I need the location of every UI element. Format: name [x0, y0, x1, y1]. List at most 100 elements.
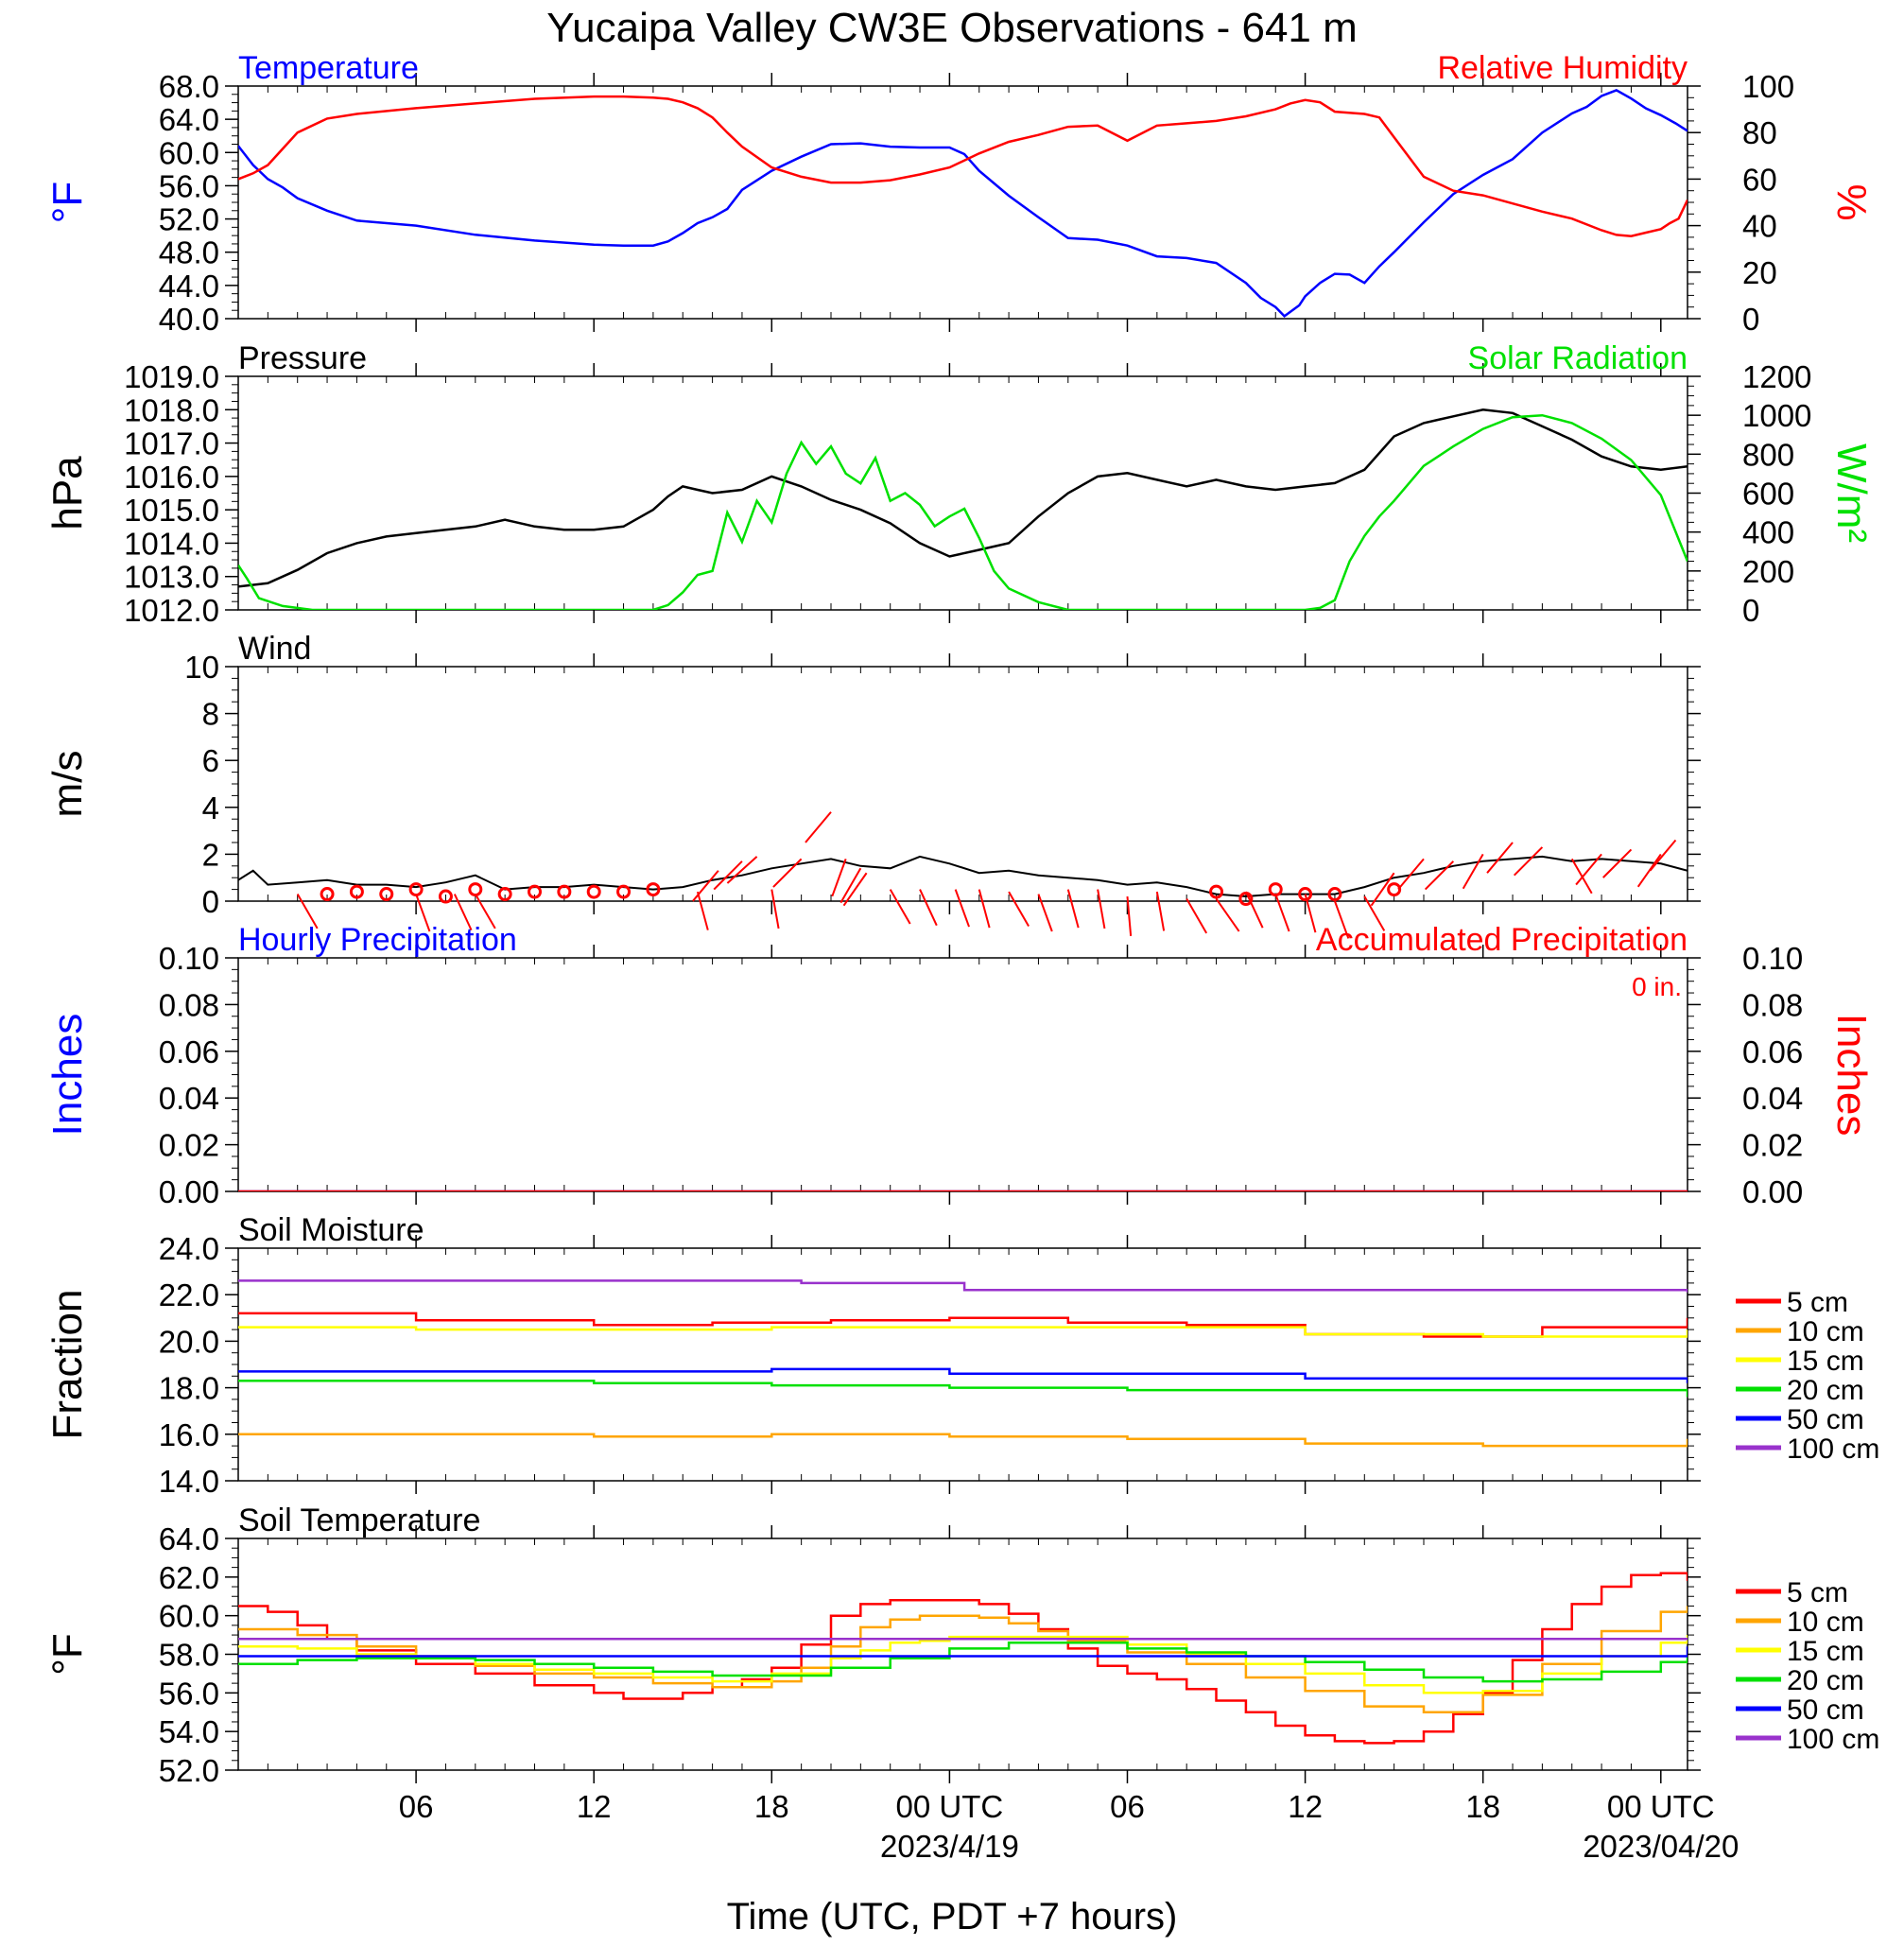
- y-axis-label-left: °F: [44, 182, 91, 223]
- y-tick-label-left: 20.0: [159, 1324, 219, 1359]
- calm-wind-marker: [497, 887, 512, 902]
- y-tick-label-left: 16.0: [159, 1417, 219, 1452]
- calm-wind-marker: [320, 887, 335, 902]
- panel-frame: [237, 666, 1688, 902]
- wind-barb: [1486, 842, 1514, 874]
- wind-barb: [1333, 900, 1350, 939]
- panel-precipitation: 0.00 0.02 0.04 0.06 0.08 0.10 0.00 0.02 0.04 0.06…: [44, 922, 1875, 1209]
- series-solar-radiation: [238, 413, 1688, 610]
- calm-wind-marker: [527, 884, 542, 899]
- wind-barb: [1513, 846, 1544, 877]
- y-tick-label-left: 18.0: [159, 1371, 219, 1406]
- y-axis-label-left: Fraction: [44, 1290, 91, 1440]
- series-relative-humidity: [238, 95, 1688, 237]
- calm-wind-marker: [1209, 884, 1224, 899]
- wind-barb: [1186, 898, 1208, 934]
- figure-title: Yucaipa Valley CW3E Observations - 641 m: [546, 5, 1358, 51]
- legend-label: 20 cm: [1787, 1375, 1864, 1406]
- calm-wind-marker: [349, 884, 364, 899]
- y-axis-label-left: hPa: [44, 456, 91, 530]
- y-tick-label-left: 44.0: [159, 269, 219, 304]
- wind-barb: [296, 894, 319, 930]
- series-20-cm: [238, 1642, 1688, 1683]
- panel-title-right: Relative Humidity: [1437, 50, 1688, 86]
- panel-soil-temperature: 52.0 54.056.058.0 60.0 62.0 64.0 Soil Tempera…: [44, 1503, 1879, 1788]
- panel-pressure-solar: 1012.01013.01014.01015.01016.01017.01018…: [44, 340, 1875, 628]
- x-axis-label: Time (UTC, PDT +7 hours): [727, 1896, 1178, 1937]
- panels: 40.044.048.052.056.060.064.068.002040608…: [44, 50, 1879, 1788]
- y-tick-label-left: 6: [202, 743, 219, 778]
- panel-frame: [237, 85, 1688, 320]
- y-tick-label-left: 24.0: [159, 1231, 219, 1266]
- series-wind-speed: [238, 855, 1688, 898]
- legend-label: 50 cm: [1787, 1694, 1864, 1726]
- y-tick-label-left: 1014.0: [124, 526, 219, 561]
- legend-label: 15 cm: [1787, 1636, 1864, 1667]
- wind-barb: [805, 811, 832, 843]
- panel-frame: [237, 375, 1688, 611]
- y-tick-label-left: 0.02: [159, 1128, 219, 1163]
- panel-title-right: Accumulated Precipitation: [1316, 922, 1688, 958]
- y-tick-label-left: 56.0: [159, 168, 219, 203]
- wind-barb: [1424, 860, 1455, 891]
- wind-barb: [978, 889, 991, 929]
- y-tick-label-right: 200: [1742, 554, 1794, 589]
- legend-label: 10 cm: [1787, 1316, 1864, 1347]
- y-tick-label-left: 10: [184, 650, 219, 685]
- y-tick-label-right: 0.06: [1742, 1034, 1803, 1069]
- wind-barb: [1602, 848, 1633, 878]
- y-tick-label-right: 0.10: [1742, 941, 1803, 976]
- wind-barb: [453, 894, 473, 931]
- y-tick-label-right: 20: [1742, 255, 1777, 290]
- series-15-cm: [238, 1635, 1688, 1694]
- wind-barb: [919, 889, 938, 927]
- panel-frame: [237, 1538, 1688, 1771]
- y-tick-label-left: 60.0: [159, 135, 219, 170]
- y-tick-label-left: 52.0: [159, 1753, 219, 1788]
- calm-wind-marker: [1327, 887, 1342, 902]
- panel-soil-moisture: 14.0 16.0 18.0 20.0 22.0 24.0 Soil Moisture Fra…: [44, 1212, 1879, 1499]
- y-tick-label-left: 1015.0: [124, 493, 219, 528]
- y-tick-label-left: 1018.0: [124, 392, 219, 427]
- y-tick-label-right: 800: [1742, 437, 1794, 472]
- wind-barb: [1274, 894, 1290, 932]
- y-tick-label-left: 68.0: [159, 69, 219, 104]
- y-tick-label-left: 62.0: [159, 1560, 219, 1595]
- y-tick-label-left: 56.0: [159, 1676, 219, 1711]
- series-10-cm: [238, 1606, 1688, 1714]
- y-axis-label-left: °F: [44, 1633, 91, 1675]
- series-5-cm: [238, 1312, 1688, 1338]
- legend-label: 100 cm: [1787, 1433, 1879, 1465]
- series-10-cm: [238, 1433, 1688, 1448]
- y-tick-label-left: 1013.0: [124, 560, 219, 595]
- y-tick-label-right: 0.00: [1742, 1174, 1803, 1209]
- wind-barb: [474, 894, 496, 930]
- wind-barb: [1066, 889, 1080, 929]
- x-tick-label: 18: [754, 1789, 789, 1824]
- x-tick-label: 06: [399, 1789, 434, 1824]
- x-date-label: 2023/04/20: [1583, 1829, 1739, 1864]
- legend-label: 20 cm: [1787, 1665, 1864, 1696]
- wind-barb: [831, 859, 847, 897]
- wind-barb: [1244, 891, 1264, 929]
- panel-title-left: Hourly Precipitation: [238, 922, 517, 958]
- wind-barb: [1097, 889, 1106, 930]
- wind-barb: [1008, 891, 1030, 927]
- y-tick-label-left: 1012.0: [124, 593, 219, 628]
- y-tick-label-left: 58.0: [159, 1638, 219, 1673]
- wind-barb: [1037, 894, 1053, 932]
- y-tick-label-right: 60: [1742, 162, 1777, 197]
- y-tick-label-right: 0: [1742, 593, 1759, 628]
- wind-barb: [1462, 853, 1484, 890]
- wind-barb: [726, 856, 758, 884]
- x-tick-label: 00 UTC: [1607, 1789, 1715, 1824]
- calm-wind-marker: [438, 889, 453, 904]
- y-tick-label-left: 0: [202, 884, 219, 919]
- y-tick-label-left: 0.08: [159, 987, 219, 1022]
- x-tick-label: 12: [577, 1789, 612, 1824]
- wind-barb: [770, 889, 780, 930]
- legend-label: 100 cm: [1787, 1724, 1879, 1755]
- y-tick-label-left: 0.00: [159, 1174, 219, 1209]
- y-tick-label-right: 0.08: [1742, 987, 1803, 1022]
